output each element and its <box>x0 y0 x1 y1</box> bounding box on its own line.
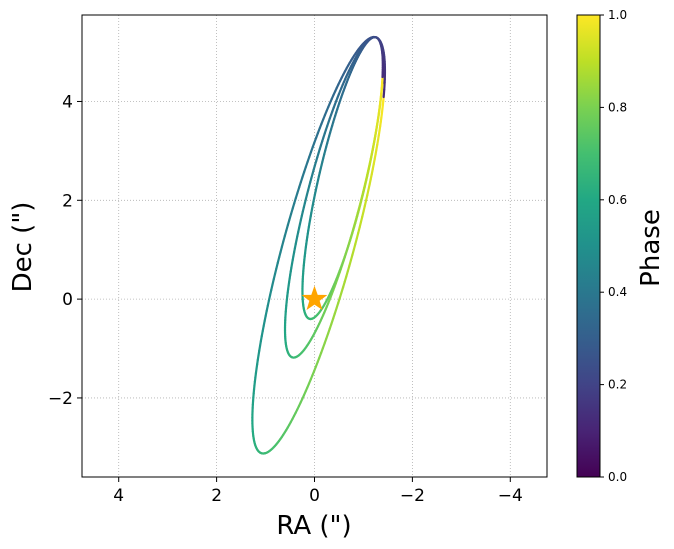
star-marker <box>301 285 328 311</box>
x-axis-label: RA (") <box>276 511 351 541</box>
y-axis-label: Dec (") <box>8 202 38 293</box>
grid-lines <box>82 15 547 477</box>
colorbar-tick-label: 0.8 <box>608 100 627 114</box>
colorbar-tick-label: 0.2 <box>608 378 627 392</box>
y-ticks: −2 0 2 4 <box>48 92 82 409</box>
x-tick-label: 2 <box>211 486 222 506</box>
y-tick-label: 2 <box>62 191 73 211</box>
colorbar-tick-label: 1.0 <box>608 8 627 22</box>
orbit-curves <box>251 35 387 455</box>
colorbar-tick-label: 0.4 <box>608 285 627 299</box>
colorbar-tick-label: 0.0 <box>608 470 627 484</box>
colorbar-tick-label: 0.6 <box>608 193 627 207</box>
colorbar <box>576 14 601 478</box>
colorbar-ticks: 0.0 0.2 0.4 0.6 0.8 1.0 <box>600 8 627 484</box>
star-marker-group <box>301 285 328 311</box>
y-tick-label: 0 <box>62 290 73 310</box>
x-tick-label: −2 <box>400 486 425 506</box>
x-ticks: 4 2 0 −2 −4 <box>113 477 523 506</box>
colorbar-label: Phase <box>636 209 666 287</box>
x-tick-label: −4 <box>498 486 523 506</box>
x-tick-label: 0 <box>309 486 320 506</box>
y-tick-label: −2 <box>48 389 73 409</box>
x-tick-label: 4 <box>113 486 124 506</box>
y-tick-label: 4 <box>62 92 73 112</box>
